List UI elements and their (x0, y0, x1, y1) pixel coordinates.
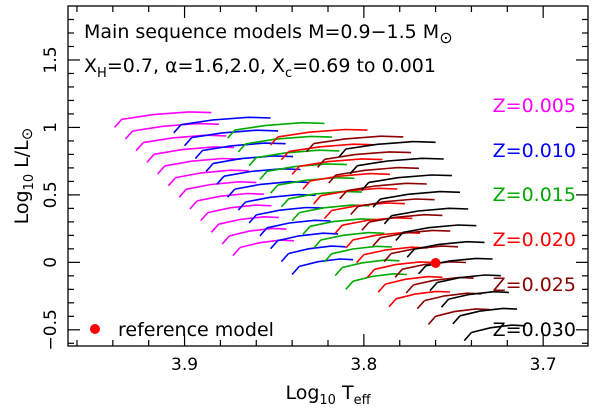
chart-title-line1: Main sequence models M=0.9−1.5 M⊙ (84, 21, 453, 47)
track-z0005-2 (135, 134, 227, 152)
track-z0030-0 (338, 140, 436, 158)
track-z0015-7 (302, 218, 377, 235)
track-z0005-11 (232, 239, 294, 257)
track-z0025-5 (361, 213, 443, 231)
track-z0030-7 (418, 257, 493, 275)
track-z0010-7 (248, 206, 324, 224)
track-z0010-4 (216, 167, 301, 185)
track-z0030-11 (463, 324, 526, 342)
chart-title-line2: XH=0.7, α=1.6,2.0, Xc=0.69 to 0.001 (84, 55, 436, 81)
track-z0005-8 (200, 204, 272, 222)
track-z0010-10 (280, 245, 346, 263)
track-z0010-2 (194, 142, 286, 160)
track-z0025-3 (339, 182, 427, 200)
evolutionary-tracks (114, 111, 526, 342)
x-axis-label: Log10 Teff (285, 382, 371, 408)
track-z0015-3 (259, 163, 347, 180)
track-z0030-1 (349, 157, 444, 175)
track-z0020-2 (291, 158, 383, 175)
track-z0020-0 (270, 128, 368, 146)
track-z0005-1 (124, 122, 219, 140)
track-z0030-5 (395, 224, 477, 242)
track-z0020-10 (377, 275, 443, 293)
track-z0025-4 (350, 198, 435, 216)
legend-entry-z020: Z=0.020 (493, 229, 576, 251)
track-z0020-3 (302, 172, 390, 190)
x-tick-label: 3.9 (171, 355, 198, 375)
track-z0015-9 (323, 245, 392, 263)
reference-model-point (430, 258, 441, 269)
track-z0015-2 (248, 149, 340, 167)
track-z0025-11 (427, 308, 490, 325)
track-z0025-7 (383, 245, 459, 263)
legend-entry-z005: Z=0.005 (493, 95, 576, 117)
y-tick-label: −0.5 (41, 309, 61, 350)
track-z0030-4 (383, 207, 469, 225)
track-z0005-6 (178, 180, 257, 198)
y-tick-label: 0.5 (41, 181, 61, 208)
track-z0025-10 (416, 292, 482, 310)
track-z0030-9 (440, 290, 509, 308)
y-axis-label: Log10 L/L⊙ (11, 128, 37, 225)
y-tick-label: 1 (41, 122, 61, 133)
track-z0030-6 (406, 240, 485, 258)
x-tick-label: 3.7 (530, 355, 557, 375)
track-z0005-4 (157, 157, 242, 175)
track-z0015-10 (334, 259, 400, 277)
track-z0005-10 (221, 227, 287, 245)
track-z0010-8 (259, 219, 331, 237)
legend-entry-z025: Z=0.025 (493, 274, 576, 296)
reference-model-label: reference model (118, 319, 274, 341)
track-z0015-1 (237, 135, 332, 153)
track-z0010-0 (173, 116, 271, 134)
track-z0030-8 (429, 274, 501, 292)
legend-entry-z010: Z=0.010 (493, 140, 576, 162)
track-z0005-0 (114, 111, 212, 128)
track-z0015-5 (280, 190, 362, 208)
axis-tick-labels: 3.9 3.8 3.7 −0.5 0 0.5 1 1.5 (41, 46, 557, 375)
track-z0005-5 (167, 169, 249, 187)
track-z0005-7 (189, 192, 264, 210)
y-tick-label: 1.5 (41, 46, 61, 73)
track-z0015-0 (227, 121, 325, 139)
y-tick-label: 0 (41, 257, 61, 268)
track-z0010-11 (291, 258, 354, 276)
track-z0015-11 (345, 272, 407, 290)
track-z0025-0 (305, 135, 404, 153)
x-tick-label: 3.8 (350, 355, 377, 375)
legend-entry-z015: Z=0.015 (493, 184, 576, 206)
title-sun-symbol: ⊙ (439, 28, 452, 47)
track-z0005-9 (210, 215, 279, 233)
track-z0005-3 (146, 146, 234, 163)
legend-entry-z030: Z=0.030 (493, 319, 576, 341)
track-z0015-8 (313, 231, 385, 249)
axis-ticks (68, 6, 588, 346)
reference-model-key-marker (90, 324, 100, 334)
track-z0020-1 (280, 143, 375, 161)
track-z0030-3 (372, 190, 461, 208)
track-z0030-10 (452, 307, 518, 325)
track-z0020-9 (366, 261, 435, 278)
track-z0020-11 (388, 290, 450, 308)
track-z0030-2 (361, 174, 452, 192)
track-z0020-7 (345, 231, 420, 249)
track-z0025-9 (405, 276, 474, 294)
track-z0010-1 (183, 129, 279, 147)
track-z0010-9 (270, 232, 339, 250)
track-z0025-6 (372, 229, 451, 247)
